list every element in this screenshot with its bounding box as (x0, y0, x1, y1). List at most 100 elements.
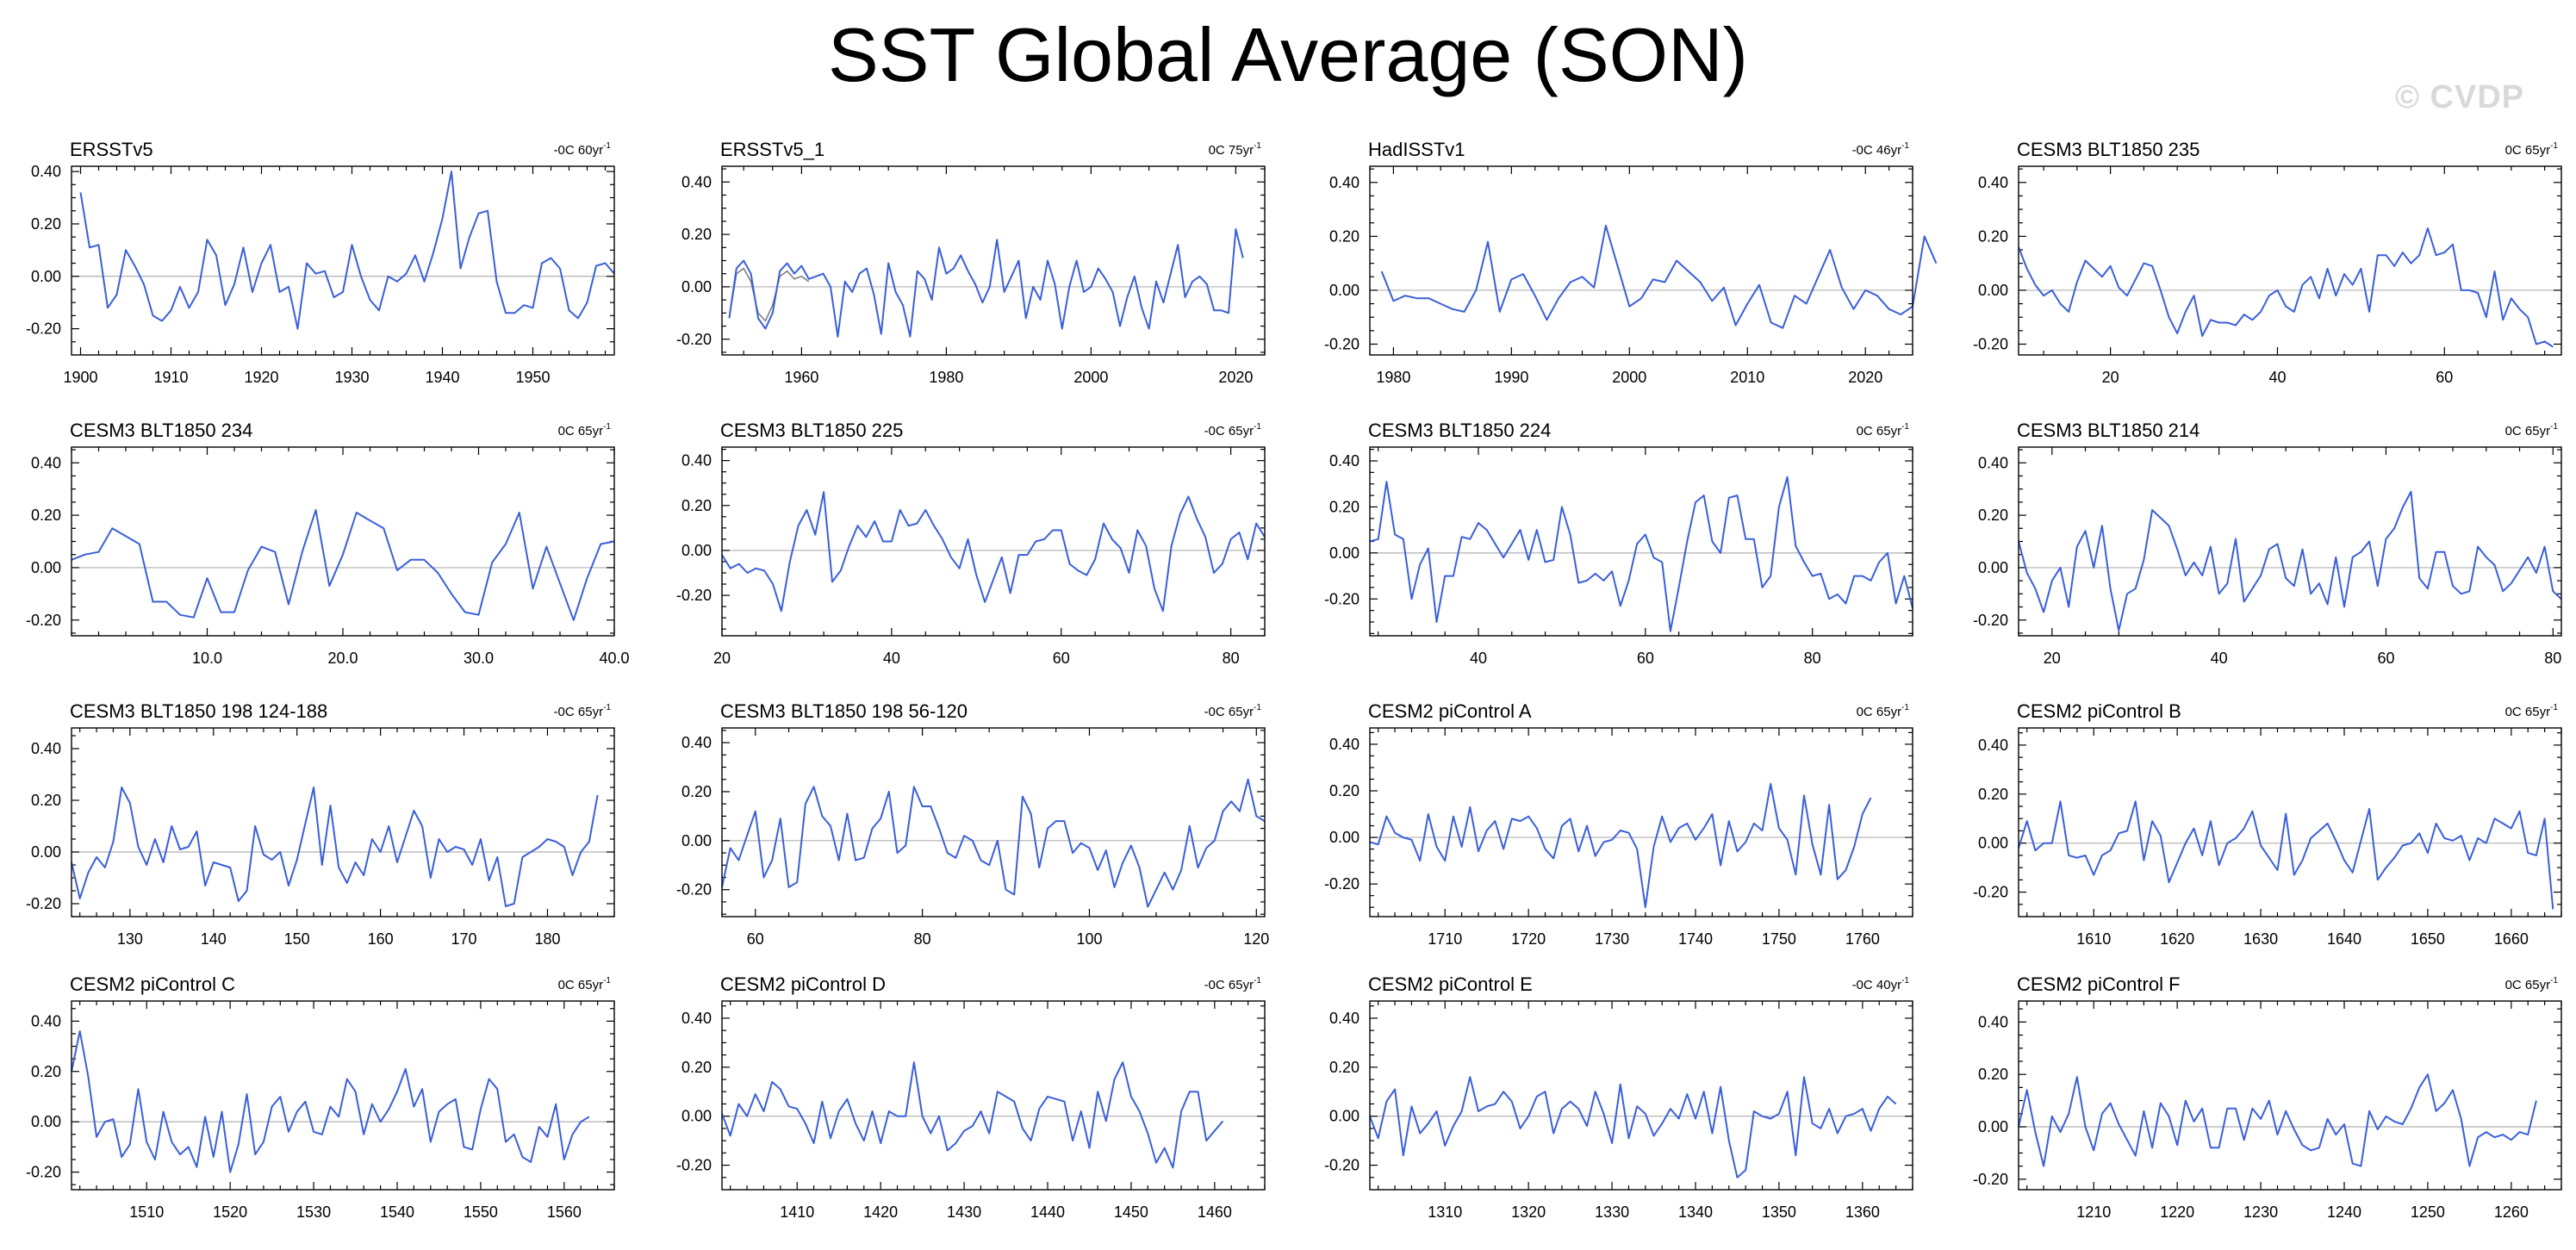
panel-title: CESM2 piControl D (720, 973, 886, 995)
x-tick-label: 1930 (334, 369, 369, 386)
y-tick-label: 0.00 (1329, 1108, 1360, 1125)
y-tick-label: 0.40 (1329, 736, 1360, 753)
x-tick-label: 20 (713, 650, 731, 667)
trend-label: -0C 65yr-1 (1204, 976, 1262, 992)
x-tick-label: 1410 (780, 1203, 814, 1221)
x-tick-label: 1940 (425, 369, 459, 386)
x-tick-label: 1730 (1595, 930, 1629, 948)
y-tick-label: 0.20 (681, 497, 712, 514)
series-line (2018, 227, 2554, 348)
y-tick-label: 0.00 (1978, 1118, 2008, 1135)
y-tick-label: 0.40 (681, 734, 712, 751)
y-tick-label: -0.20 (676, 331, 712, 348)
x-tick-label: 1630 (2243, 930, 2278, 948)
y-tick-label: 0.40 (1978, 737, 2008, 754)
trend-superscript: -1 (1901, 976, 1909, 986)
x-tick-label: 1550 (464, 1203, 498, 1221)
panel-title: CESM3 BLT1850 198 124-188 (70, 700, 327, 722)
y-tick-label: 0.20 (1978, 227, 2008, 245)
x-tick-label: 60 (747, 930, 764, 948)
series-line (79, 171, 615, 330)
x-tick-label: 1350 (1762, 1203, 1796, 1221)
trend-superscript: -1 (603, 422, 611, 432)
y-tick-label: 0.40 (1978, 174, 2008, 191)
panel-title: CESM3 BLT1850 224 (1368, 420, 1551, 441)
x-tick-label: 20 (2102, 369, 2119, 386)
plot-frame (1369, 727, 1913, 917)
trend-superscript: -1 (1254, 141, 1261, 151)
series-line (721, 778, 1266, 908)
panel-title: CESM3 BLT1850 214 (2017, 420, 2200, 441)
x-tick-label: 1610 (2076, 930, 2111, 948)
y-tick-label: 0.20 (1978, 786, 2008, 803)
plot-frame (71, 165, 615, 356)
y-tick-label: 0.00 (1978, 835, 2008, 852)
x-tick-label: 1330 (1595, 1203, 1629, 1221)
y-tick-label: 0.00 (681, 1108, 712, 1125)
page-title: SST Global Average (SON) (828, 12, 1748, 97)
chart-panel: CESM2 piControl B 0C 65yr-1 -0.20 0.00 0.20 0… (1973, 700, 2562, 948)
x-tick-label: 1260 (2494, 1203, 2529, 1221)
y-tick-label: -0.20 (26, 320, 61, 338)
trend-label: -0C 65yr-1 (554, 703, 612, 719)
x-tick-label: 1450 (1114, 1203, 1148, 1221)
series-line (1380, 224, 1938, 329)
trend-label: 0C 75yr-1 (1209, 141, 1262, 158)
chart-panel: CESM2 piControl F 0C 65yr-1 -0.20 0.00 0.20 0… (1973, 973, 2562, 1221)
x-tick-label: 60 (2436, 369, 2453, 386)
chart-panel: CESM3 BLT1850 235 0C 65yr-1 -0.20 0.00 0.20 0… (1973, 139, 2562, 386)
trend-superscript: -1 (1901, 703, 1909, 712)
x-tick-label: 1420 (863, 1203, 898, 1221)
plot-frame (1369, 1000, 1913, 1191)
trend-label: -0C 65yr-1 (1204, 703, 1262, 719)
y-tick-label: 0.00 (1329, 544, 1360, 562)
y-tick-label: 0.20 (1978, 507, 2008, 524)
x-tick-label: 1640 (2327, 930, 2361, 948)
y-tick-label: -0.20 (26, 895, 61, 912)
plot-frame (71, 1000, 615, 1191)
series-line (71, 509, 615, 621)
x-tick-label: 130 (117, 930, 143, 948)
x-tick-label: 40.0 (599, 650, 629, 667)
x-tick-label: 1740 (1678, 930, 1713, 948)
series-line (2018, 490, 2562, 631)
y-tick-label: -0.20 (1324, 335, 1360, 352)
trend-label: -0C 65yr-1 (1204, 422, 1262, 438)
x-tick-label: 1710 (1428, 930, 1462, 948)
x-tick-label: 80 (1804, 650, 1821, 667)
chart-panel: CESM2 piControl D -0C 65yr-1 -0.20 0.00 0.20… (676, 973, 1266, 1221)
y-tick-label: 0.20 (681, 226, 712, 243)
panel-title: ERSSTv5 (70, 139, 153, 160)
x-tick-label: 1220 (2160, 1203, 2194, 1221)
y-tick-label: 0.20 (1329, 227, 1360, 245)
y-tick-label: 0.00 (681, 832, 712, 849)
y-tick-label: 0.20 (31, 507, 61, 524)
plot-frame (721, 727, 1266, 917)
plot-frame (2018, 727, 2562, 917)
chart-panel: CESM2 piControl A 0C 65yr-1 -0.20 0.00 0.20 0… (1324, 700, 1913, 948)
chart-panel: CESM3 BLT1850 198 124-188 -0C 65yr-1 -0.20… (26, 700, 615, 948)
y-tick-label: 0.40 (681, 452, 712, 470)
cvdp-watermark: © CVDP (2395, 79, 2525, 115)
y-tick-label: -0.20 (26, 1164, 61, 1181)
panel-title: CESM2 piControl B (2017, 700, 2181, 722)
chart-panel: ERSSTv5 -0C 60yr-1 -0.20 0.00 0.20 0.40 1900 19… (26, 139, 615, 386)
chart-panel: CESM3 BLT1850 225 -0C 65yr-1 -0.20 0.00 0.20… (676, 420, 1266, 667)
x-tick-label: 40 (2268, 369, 2286, 386)
plot-frame (71, 446, 615, 637)
x-tick-label: 2020 (1218, 369, 1253, 386)
trend-superscript: -1 (603, 141, 611, 151)
x-tick-label: 60 (1637, 650, 1654, 667)
x-tick-label: 1750 (1762, 930, 1796, 948)
y-tick-label: -0.20 (676, 587, 712, 604)
y-tick-label: 0.40 (1978, 1013, 2008, 1030)
series-line (728, 228, 1244, 338)
trend-label: 0C 65yr-1 (2505, 976, 2559, 992)
series-line (1369, 1076, 1897, 1178)
panel-title: CESM3 BLT1850 235 (2017, 139, 2200, 160)
y-tick-label: 0.20 (31, 792, 61, 809)
series-line (71, 787, 599, 907)
x-tick-label: 1900 (63, 369, 97, 386)
trend-label: -0C 60yr-1 (554, 141, 612, 158)
panel-title: CESM3 BLT1850 198 56-120 (720, 700, 968, 722)
